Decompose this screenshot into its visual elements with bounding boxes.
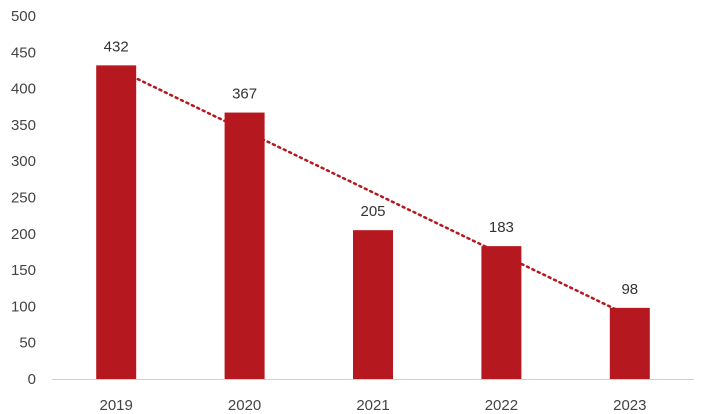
data-label-2019: 432 — [104, 38, 129, 55]
y-tick-label: 100 — [11, 298, 36, 315]
data-label-2023: 98 — [621, 281, 638, 298]
bar-2021 — [353, 230, 393, 379]
y-tick-label: 150 — [11, 262, 36, 279]
bar-2020 — [224, 112, 265, 380]
data-label-2022: 183 — [489, 219, 514, 236]
y-tick-label: 0 — [28, 371, 36, 388]
x-tick-label: 2023 — [613, 397, 646, 414]
trendline-layer — [114, 67, 632, 318]
y-tick-label: 50 — [19, 335, 36, 352]
x-tick-label: 2021 — [356, 397, 389, 414]
bar-2019 — [96, 65, 137, 380]
y-tick-label: 400 — [11, 81, 36, 98]
x-axis-tick-labels: 2019 2020 2021 2022 2023 — [100, 397, 647, 414]
y-tick-label: 200 — [11, 226, 36, 243]
y-tick-label: 300 — [11, 153, 36, 170]
x-tick-label: 2019 — [100, 397, 133, 414]
bar-2023 — [609, 307, 650, 379]
y-tick-label: 350 — [11, 117, 36, 134]
data-label-2021: 205 — [360, 203, 385, 220]
y-tick-label: 250 — [11, 190, 36, 207]
data-label-2020: 367 — [232, 86, 257, 103]
y-tick-label: 450 — [11, 44, 36, 61]
data-labels-group: 432 367 205 183 98 — [104, 38, 638, 297]
x-tick-label: 2022 — [485, 397, 518, 414]
bar-2022 — [481, 246, 522, 379]
linear-trendline — [114, 67, 632, 318]
y-tick-label: 500 — [11, 8, 36, 25]
y-axis-tick-labels: 0 50 100 150 200 250 300 350 400 450 500 — [11, 8, 36, 388]
x-tick-label: 2020 — [228, 397, 261, 414]
bars-group — [96, 65, 650, 380]
